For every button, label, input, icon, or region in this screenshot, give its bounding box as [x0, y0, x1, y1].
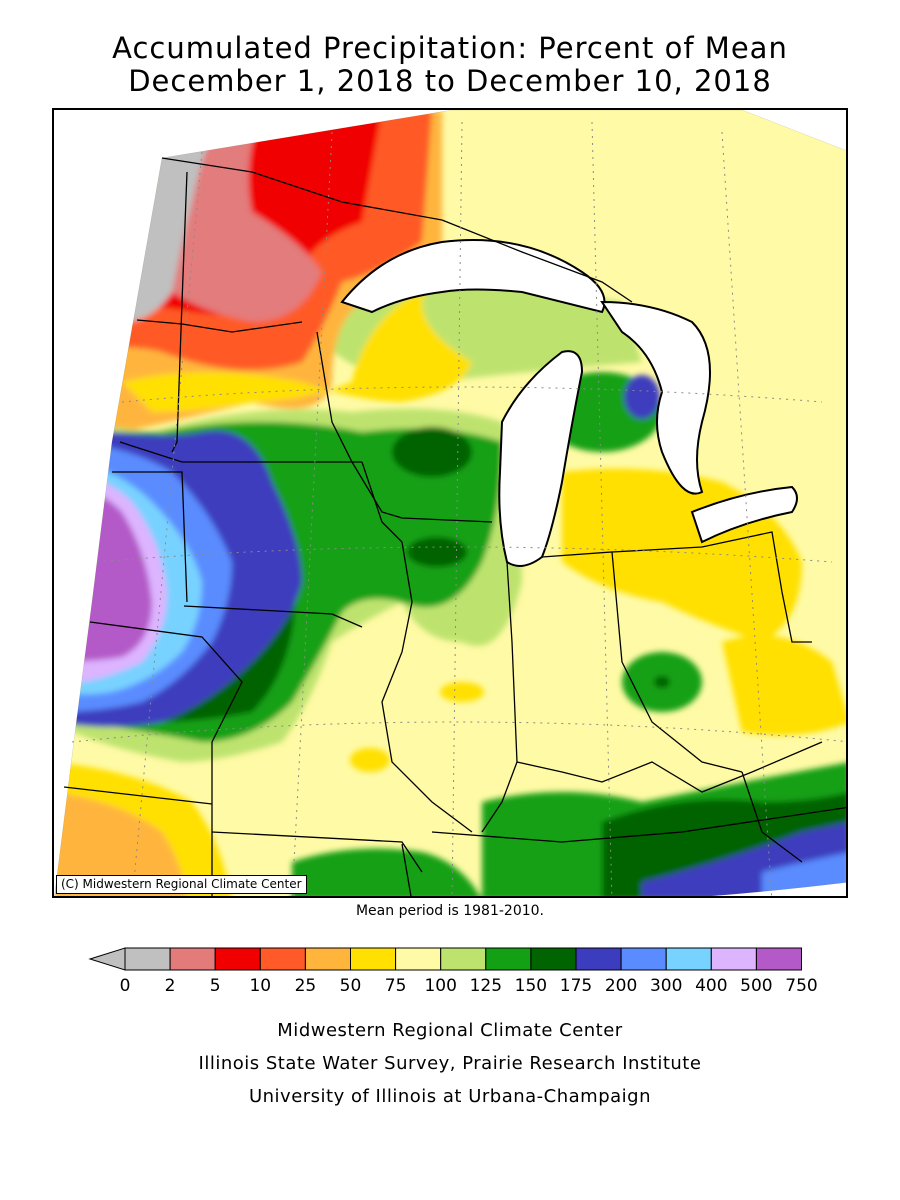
graticule	[71, 121, 846, 896]
state-boundaries	[63, 157, 846, 896]
legend-bin-0-2	[124, 947, 171, 971]
map-title-line1: Accumulated Precipitation: Percent of Me…	[112, 31, 788, 65]
map-title-line2: December 1, 2018 to December 10, 2018	[128, 64, 772, 98]
legend-bin-2-5	[169, 947, 216, 971]
legend-tick-175: 175	[560, 976, 592, 996]
legend-bin-300-400	[665, 947, 712, 971]
precipitation-map-canvas	[54, 110, 846, 896]
legend-tick-100: 100	[424, 976, 456, 996]
credit-line-1: Midwestern Regional Climate Center	[277, 1020, 623, 1041]
legend-bin-175-200	[575, 947, 622, 971]
legend-tick-150: 150	[515, 976, 547, 996]
legend-tick-300: 300	[650, 976, 682, 996]
map-copyright: (C) Midwestern Regional Climate Center	[56, 875, 307, 894]
legend-tick-50: 50	[340, 976, 362, 996]
legend-bin-150-175	[530, 947, 577, 971]
legend-tick-750: 750	[785, 976, 817, 996]
legend-tick-25: 25	[295, 976, 317, 996]
legend-tick-75: 75	[385, 976, 407, 996]
legend-bin-50-75	[350, 947, 397, 971]
legend-tick-125: 125	[470, 976, 502, 996]
legend-bin-400-500	[710, 947, 757, 971]
legend-tick-500: 500	[740, 976, 772, 996]
precipitation-map: (C) Midwestern Regional Climate Center	[52, 108, 848, 898]
legend-bin-200-300	[620, 947, 667, 971]
legend-tick-10: 10	[249, 976, 271, 996]
legend-bin-125-150	[485, 947, 532, 971]
legend-bin-5-10	[214, 947, 261, 971]
legend-bin-75-100	[395, 947, 442, 971]
legend-bin-100-125	[440, 947, 487, 971]
legend-bin-25-50	[304, 947, 351, 971]
legend-tick-0: 0	[120, 976, 131, 996]
great-lakes	[340, 239, 798, 567]
legend-color-bars	[88, 947, 803, 971]
credit-line-2: Illinois State Water Survey, Prairie Res…	[198, 1053, 702, 1074]
legend-tick-5: 5	[210, 976, 221, 996]
legend-tick-2: 2	[165, 976, 176, 996]
legend-tick-400: 400	[695, 976, 727, 996]
legend-bin-10-25	[259, 947, 306, 971]
legend-tick-200: 200	[605, 976, 637, 996]
legend-below-min-arrow	[88, 947, 126, 971]
mean-period-note: Mean period is 1981-2010.	[355, 903, 545, 919]
legend-tick-labels: 0 2 5 10 25 50 75 100 125 150 175 200 300 400 500 750	[120, 976, 818, 996]
color-legend: 0 2 5 10 25 50 75 100 125 150 175 200 300 400 500 750	[88, 947, 818, 996]
credit-line-3: University of Illinois at Urbana-Champai…	[248, 1086, 652, 1107]
legend-bin-500-750	[755, 947, 803, 971]
